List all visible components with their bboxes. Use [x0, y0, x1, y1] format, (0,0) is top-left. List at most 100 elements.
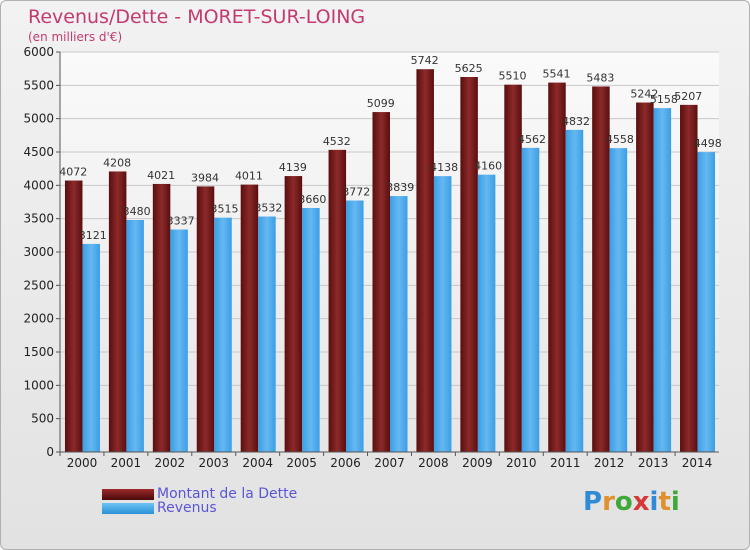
proxiti-logo: Proxiti [583, 487, 680, 517]
bar-debt [64, 180, 83, 453]
y-tick-label: 3500 [23, 212, 54, 226]
bar-revenue [82, 243, 100, 452]
data-label-revenue: 3121 [79, 229, 107, 242]
x-tick-label: 2014 [682, 456, 713, 470]
bar-debt [416, 69, 434, 452]
bar-revenue [170, 229, 188, 452]
bar-revenue [390, 196, 408, 452]
legend-label-debt: Montant de la Dette [157, 486, 298, 502]
x-tick-label: 2000 [67, 456, 98, 470]
data-label-debt: 4021 [147, 169, 175, 182]
data-label-revenue: 4558 [606, 133, 634, 146]
bar-revenue [258, 216, 276, 452]
x-tick-label: 2007 [374, 456, 405, 470]
y-tick-label: 5500 [23, 78, 54, 92]
data-label-debt: 5207 [674, 90, 702, 103]
bars [64, 69, 716, 453]
bar-debt [328, 149, 347, 452]
bar-revenue [653, 108, 672, 452]
data-label-debt: 5742 [411, 54, 439, 67]
legend-swatch-debt [102, 489, 154, 500]
x-tick-label: 2001 [111, 456, 142, 470]
data-label-revenue: 3337 [167, 215, 195, 228]
y-tick-label: 2500 [23, 278, 54, 292]
data-label-revenue: 4562 [518, 133, 546, 146]
logo-letter: i [670, 487, 680, 517]
data-label-revenue: 4138 [430, 161, 458, 174]
logo-letter: t [658, 487, 671, 517]
data-label-debt: 4011 [235, 170, 263, 183]
chart-subtitle: (en milliers d'€) [28, 30, 123, 44]
data-label-revenue: 4498 [694, 137, 722, 150]
x-tick-label: 2012 [594, 456, 625, 470]
data-label-debt: 5625 [455, 62, 483, 75]
y-tick-label: 500 [31, 412, 54, 426]
data-label-revenue: 3480 [123, 205, 151, 218]
bar-debt [240, 184, 259, 452]
x-tick-label: 2004 [242, 456, 273, 470]
x-tick-label: 2013 [638, 456, 669, 470]
bar-revenue [697, 152, 716, 452]
data-label-revenue: 3839 [386, 181, 414, 194]
data-labels: 4072 3121 4208 3480 4021 3337 3984 3515 4011 3532… [59, 54, 722, 242]
y-axis: 0 500 1000 1500 2000 2500 3000 3500 4000 4500 5000… [23, 45, 61, 459]
y-tick-label: 2000 [23, 312, 54, 326]
logo-letter: r [602, 487, 615, 517]
data-label-revenue: 3772 [342, 186, 370, 199]
bar-debt [460, 77, 478, 452]
x-tick-label: 2009 [462, 456, 493, 470]
bar-revenue [521, 147, 540, 452]
data-label-debt: 4072 [59, 166, 87, 179]
y-tick-label: 4500 [23, 145, 54, 159]
bar-debt [548, 82, 566, 452]
logo-letter: x [632, 487, 650, 517]
data-label-revenue: 3515 [211, 203, 239, 216]
logo-letter: i [649, 487, 659, 517]
bar-debt [592, 86, 610, 452]
data-label-debt: 4532 [323, 135, 351, 148]
data-label-debt: 5510 [499, 70, 527, 83]
legend-swatch-revenue [102, 503, 154, 514]
data-label-debt: 5541 [542, 68, 570, 81]
bar-debt [152, 183, 171, 452]
x-tick-label: 2006 [330, 456, 361, 470]
bar-debt [504, 84, 522, 453]
bar-debt [636, 102, 654, 453]
y-tick-label: 3000 [23, 245, 54, 259]
bar-debt [284, 176, 303, 453]
x-tick-label: 2003 [198, 456, 229, 470]
data-label-debt: 3984 [191, 171, 219, 184]
bar-revenue [214, 217, 232, 452]
y-tick-label: 5000 [23, 112, 54, 126]
x-axis: 2000 2001 2002 2003 2004 2005 2006 2007 2008 2009… [59, 451, 719, 470]
x-tick-label: 2011 [550, 456, 581, 470]
bar-revenue [126, 220, 144, 452]
bar-debt [108, 171, 127, 452]
data-label-revenue: 3532 [254, 202, 282, 215]
bar-debt [372, 112, 390, 453]
bar-revenue [302, 208, 320, 452]
bar-revenue [477, 174, 496, 452]
y-tick-label: 4000 [23, 178, 54, 192]
data-label-revenue: 3660 [298, 193, 326, 206]
bar-revenue [609, 148, 628, 452]
data-label-debt: 5483 [586, 71, 614, 84]
chart-title: Revenus/Dette - MORET-SUR-LOING [28, 6, 366, 28]
y-tick-label: 0 [46, 445, 54, 459]
y-tick-label: 1000 [23, 378, 54, 392]
bar-debt [680, 104, 698, 452]
bar-revenue [433, 176, 452, 452]
legend-label-revenue: Revenus [157, 500, 217, 516]
bar-revenue [346, 200, 364, 452]
y-tick-label: 6000 [23, 45, 54, 59]
logo-letter: o [614, 487, 633, 517]
x-tick-label: 2008 [418, 456, 449, 470]
data-label-debt: 5242 [630, 88, 658, 101]
data-label-revenue: 5158 [650, 93, 678, 106]
data-label-debt: 4208 [103, 156, 131, 169]
data-label-revenue: 4832 [562, 115, 590, 128]
logo-letter: P [583, 487, 603, 517]
bar-debt [196, 186, 215, 452]
